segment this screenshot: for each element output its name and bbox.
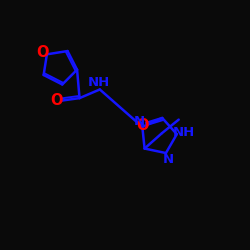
Text: NH: NH [88,76,110,89]
Text: O: O [36,45,49,60]
Text: O: O [50,93,62,108]
Text: N: N [134,116,145,128]
Text: O: O [136,118,149,134]
Text: NH: NH [173,126,195,140]
Text: N: N [163,153,174,166]
